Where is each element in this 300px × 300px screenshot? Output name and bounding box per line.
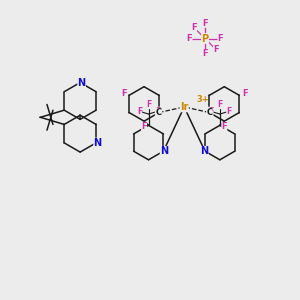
Text: F: F — [221, 122, 227, 131]
Text: F: F — [137, 107, 142, 116]
Text: F: F — [155, 107, 160, 116]
Text: N: N — [200, 146, 208, 156]
Text: F: F — [202, 19, 208, 28]
Text: F: F — [141, 122, 147, 131]
Text: F: F — [208, 107, 213, 116]
Text: F: F — [187, 34, 192, 43]
Text: F: F — [202, 50, 208, 58]
Text: F: F — [146, 100, 151, 109]
Text: F: F — [226, 107, 232, 116]
Text: N: N — [78, 77, 86, 88]
Text: F: F — [217, 100, 223, 109]
Text: F: F — [121, 89, 127, 98]
Text: F: F — [242, 89, 247, 98]
Text: N: N — [94, 138, 102, 148]
Text: F: F — [218, 34, 223, 43]
Text: F: F — [191, 23, 197, 32]
Text: F: F — [213, 45, 219, 54]
Text: P: P — [201, 34, 208, 44]
Text: C: C — [156, 108, 162, 117]
Text: 3+: 3+ — [196, 95, 209, 104]
Text: C: C — [206, 108, 212, 117]
Text: Ir: Ir — [180, 102, 188, 112]
Text: N: N — [160, 146, 168, 156]
